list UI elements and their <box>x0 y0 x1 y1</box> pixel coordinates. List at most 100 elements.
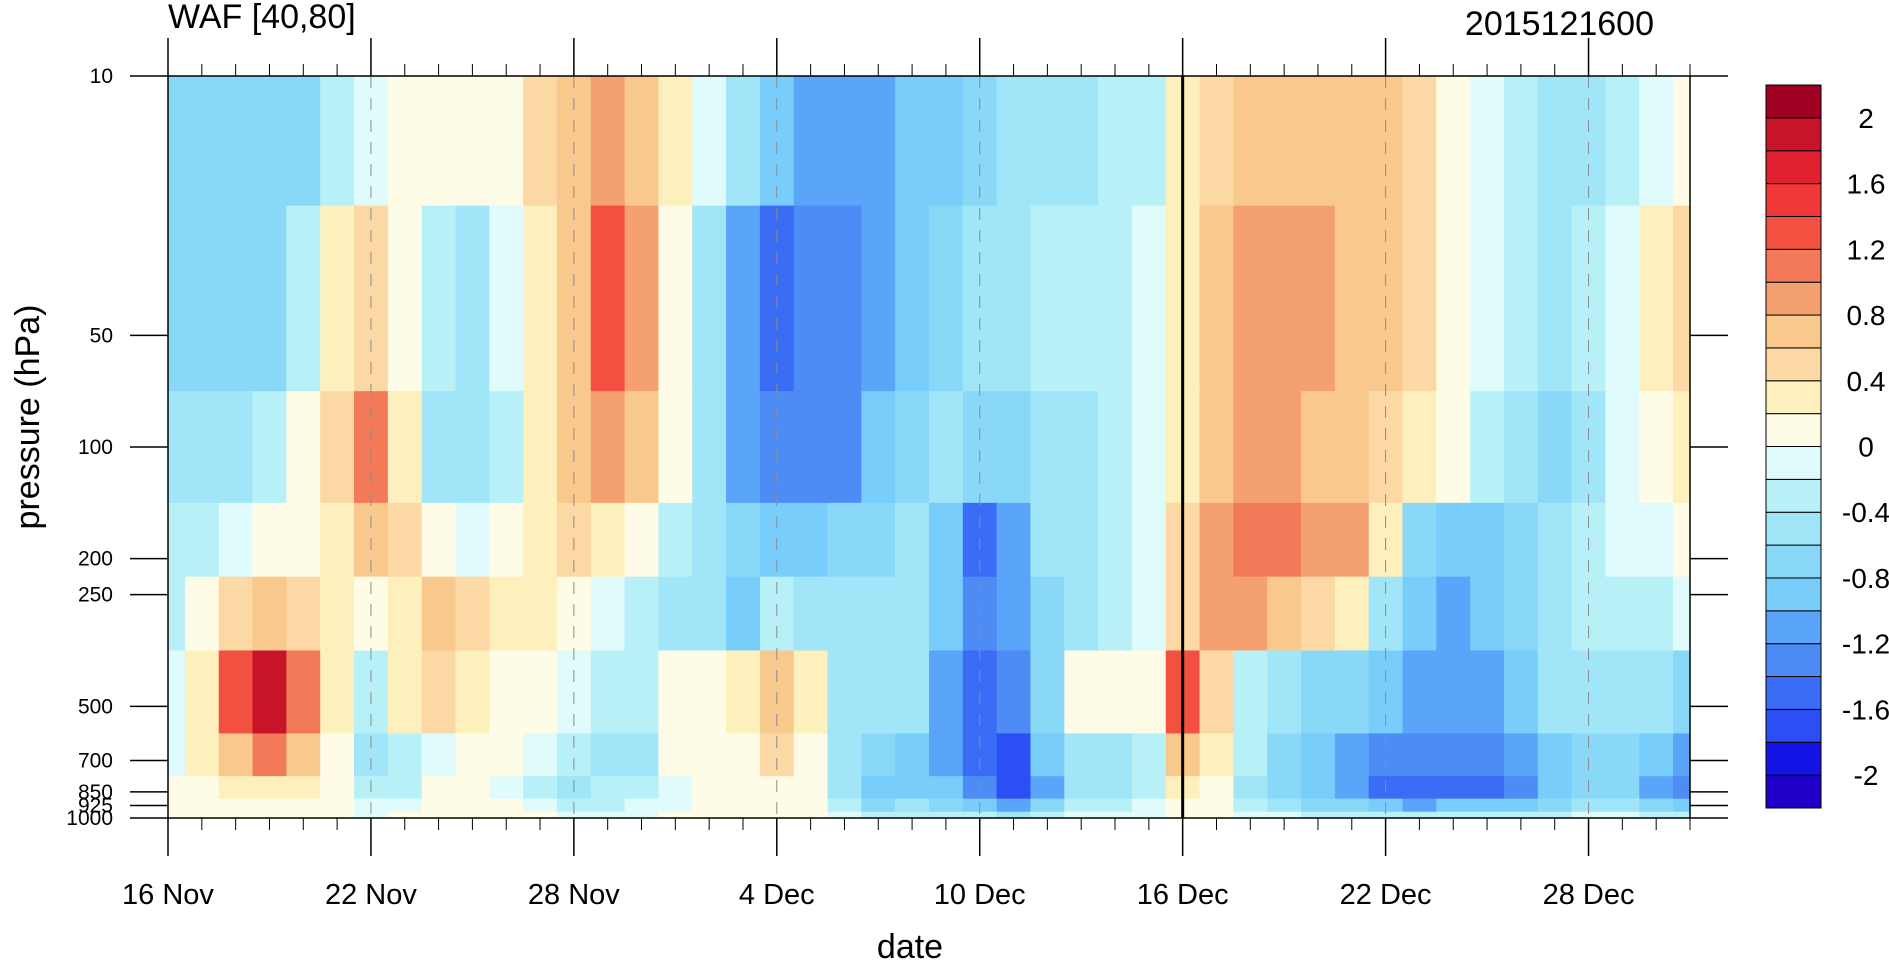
heatmap-cell <box>1098 650 1133 735</box>
heatmap-cell <box>421 811 457 818</box>
heatmap-cell <box>1301 76 1336 207</box>
heatmap-cell <box>320 576 355 652</box>
heatmap-cell <box>1199 205 1234 392</box>
heatmap-cell <box>1605 205 1640 392</box>
heatmap-cell <box>624 798 660 813</box>
heatmap-cell <box>1030 502 1065 578</box>
heatmap-cell <box>726 76 761 207</box>
heatmap-cell <box>421 576 457 652</box>
heatmap-cell <box>1064 76 1099 207</box>
heatmap-cell <box>624 205 660 392</box>
heatmap-cell <box>421 733 457 777</box>
heatmap-cell <box>1199 776 1234 800</box>
y-tick-label: 700 <box>78 750 113 773</box>
heatmap-cell <box>218 205 254 392</box>
heatmap-cell <box>1436 776 1471 800</box>
heatmap-cell <box>218 576 254 652</box>
heatmap-cell <box>1098 811 1133 818</box>
heatmap-cell <box>1673 798 1690 813</box>
heatmap-cell <box>1639 391 1674 504</box>
heatmap-cell <box>1301 733 1336 777</box>
heatmap-cell <box>184 76 220 207</box>
x-tick-label: 22 Nov <box>325 879 417 911</box>
heatmap-cell <box>1098 733 1133 777</box>
heatmap-cell <box>1030 650 1065 735</box>
heatmap-cell <box>1605 76 1640 207</box>
heatmap-cell <box>1301 811 1336 818</box>
heatmap-cell <box>523 76 558 207</box>
heatmap-cell <box>590 391 626 504</box>
colorbar-box <box>1765 774 1822 809</box>
heatmap-cell <box>320 776 355 800</box>
heatmap-cell <box>168 576 186 652</box>
heatmap-cell <box>1098 391 1133 504</box>
x-tick-label: 28 Dec <box>1543 879 1635 911</box>
heatmap-cell <box>421 391 457 504</box>
heatmap-cell <box>827 76 862 207</box>
heatmap-cell <box>1436 650 1471 735</box>
heatmap-cell <box>1267 576 1302 652</box>
heatmap-cell <box>590 733 626 777</box>
heatmap-cell <box>827 650 862 735</box>
heatmap-cell <box>1470 391 1505 504</box>
heatmap-cell <box>658 502 693 578</box>
heatmap-cell <box>929 502 964 578</box>
heatmap-cell <box>455 576 490 652</box>
heatmap-cell <box>387 205 423 392</box>
heatmap-cell <box>1639 776 1674 800</box>
y-tick-label: 1000 <box>66 807 113 830</box>
heatmap-cell <box>692 650 727 735</box>
heatmap-cell <box>1233 733 1268 777</box>
heatmap-cell <box>996 205 1032 392</box>
heatmap-cell <box>895 576 930 652</box>
heatmap-cell <box>692 391 727 504</box>
heatmap-cell <box>1267 76 1302 207</box>
heatmap-cell <box>218 811 254 818</box>
heatmap-cell <box>1030 576 1065 652</box>
heatmap-cell <box>1131 811 1167 818</box>
heatmap-cell <box>218 76 254 207</box>
heatmap-cell <box>929 205 964 392</box>
heatmap-cell <box>658 76 693 207</box>
colorbar-box <box>1765 446 1822 480</box>
heatmap-cell <box>658 811 693 818</box>
heatmap-cell <box>1402 502 1437 578</box>
heatmap-cell <box>1131 502 1167 578</box>
heatmap-cell <box>1064 798 1099 813</box>
heatmap-cell <box>168 811 186 818</box>
heatmap-cell <box>590 776 626 800</box>
heatmap-cell <box>1334 576 1370 652</box>
heatmap-cell <box>861 502 896 578</box>
colorbar-label: 0.8 <box>1847 300 1886 331</box>
heatmap-cell <box>793 391 829 504</box>
heatmap-cell <box>1199 502 1234 578</box>
heatmap-cell <box>929 798 964 813</box>
heatmap-cell <box>1131 733 1167 777</box>
heatmap-cell <box>354 811 389 818</box>
heatmap-cell <box>726 650 761 735</box>
x-tick-label: 4 Dec <box>739 879 815 911</box>
heatmap-cell <box>929 576 964 652</box>
heatmap-cell <box>1199 811 1234 818</box>
heatmap-cell <box>218 650 254 735</box>
heatmap-cell <box>1503 811 1539 818</box>
heatmap-cell <box>1334 811 1370 818</box>
heatmap-cell <box>1470 650 1505 735</box>
heatmap-cell <box>1030 76 1065 207</box>
heatmap-cell <box>489 76 524 207</box>
heatmap-cell <box>1233 798 1268 813</box>
heatmap-cell <box>861 811 896 818</box>
heatmap-cell <box>1064 733 1099 777</box>
heatmap-cell <box>1537 650 1573 735</box>
heatmap-cell <box>861 650 896 735</box>
heatmap-cell <box>1233 205 1268 392</box>
heatmap-cell <box>1334 650 1370 735</box>
heatmap-cell <box>624 576 660 652</box>
heatmap-cell <box>489 502 524 578</box>
heatmap-cell <box>1402 733 1437 777</box>
heatmap-cell <box>1673 576 1690 652</box>
y-tick-label: 500 <box>78 695 113 718</box>
heatmap-cell <box>929 76 964 207</box>
colorbar-box <box>1765 478 1822 513</box>
